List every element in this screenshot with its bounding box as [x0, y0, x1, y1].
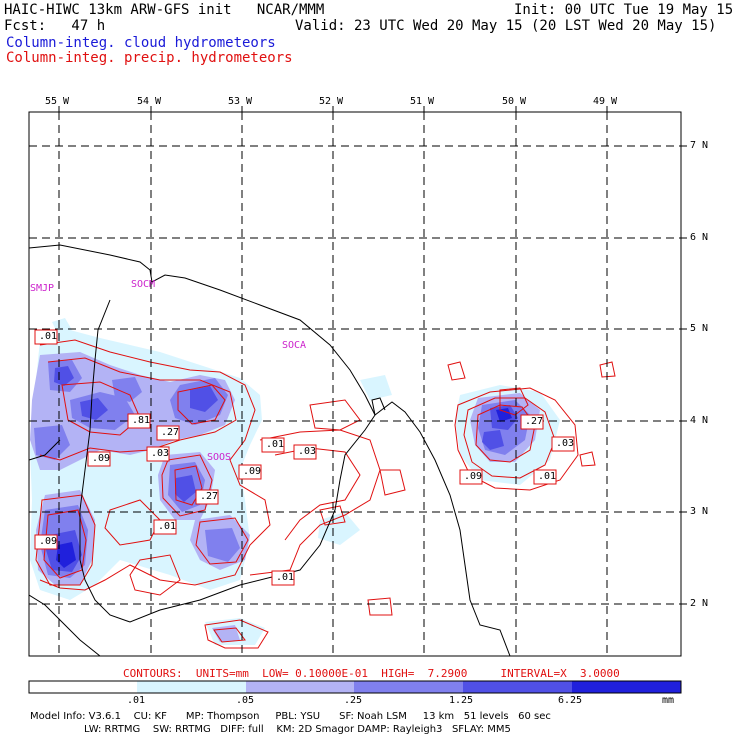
contour-value-label: .09: [464, 471, 483, 482]
lon-label: 51 W: [410, 96, 435, 107]
precip-contours: [35, 339, 616, 649]
contour-value-label: .01: [158, 521, 177, 532]
colorbar-unit: mm: [662, 695, 675, 706]
colorbar-tick: .01: [127, 695, 146, 706]
contour-value-label: .27: [161, 427, 180, 438]
forecast-hour: Fcst: 47 h: [4, 18, 106, 34]
coastline-borders: [29, 244, 511, 656]
colorbar-tick: .05: [236, 695, 255, 706]
map-ticks: [58, 106, 687, 605]
field-cloud-label: Column-integ. cloud hydrometeors: [6, 35, 276, 51]
colorbar-tick: .25: [344, 695, 363, 706]
model-info-line2: LW: RRTMG SW: RRTMG DIFF: full KM: 2D Sm…: [30, 724, 511, 735]
model-info-line1: Model Info: V3.6.1 CU: KF MP: Thompson P…: [30, 711, 551, 722]
lat-label: 3 N: [690, 506, 709, 517]
station-label: SOOS: [207, 452, 232, 463]
lat-label: 4 N: [690, 415, 709, 426]
lon-label: 53 W: [228, 96, 253, 107]
colorbar-tick: 1.25: [449, 695, 474, 706]
contour-value-label: .27: [525, 416, 544, 427]
lon-label: 52 W: [319, 96, 344, 107]
contour-value-label: .01: [266, 439, 285, 450]
contour-value-label: .81: [132, 415, 151, 426]
colorbar-tick: 6.25: [558, 695, 583, 706]
contour-value-label: .09: [92, 453, 111, 464]
lon-label: 50 W: [502, 96, 527, 107]
contour-value-label: .09: [243, 466, 262, 477]
lat-label: 7 N: [690, 140, 709, 151]
init-time: Init: 00 UTC Tue 19 May 15: [514, 2, 734, 18]
contour-value-label: .03: [556, 438, 575, 449]
station-label: SOCM: [131, 279, 156, 290]
contour-value-label: .03: [151, 448, 170, 459]
contour-value-label: .27: [200, 491, 219, 502]
contour-value-label: .01: [39, 331, 58, 342]
lat-label: 6 N: [690, 232, 709, 243]
contour-label-boxes: [34, 329, 575, 586]
contour-info: CONTOURS: UNITS=mm LOW= 0.10000E-01 HIGH…: [123, 667, 620, 680]
lon-label: 49 W: [593, 96, 618, 107]
contour-value-label: .01: [276, 572, 295, 583]
plot-title: HAIC-HIWC 13km ARW-GFS init NCAR/MMM: [4, 2, 325, 18]
lat-label: 5 N: [690, 323, 709, 334]
contour-value-label: .09: [39, 536, 58, 547]
valid-time: Valid: 23 UTC Wed 20 May 15 (20 LST Wed …: [295, 18, 717, 34]
station-label: SMJP: [30, 283, 55, 294]
lon-label: 55 W: [45, 96, 70, 107]
contour-value-label: .03: [298, 446, 317, 457]
lon-label: 54 W: [137, 96, 162, 107]
contour-value-label: .01: [538, 471, 557, 482]
lat-label: 2 N: [690, 598, 709, 609]
station-label: SOCA: [282, 340, 307, 351]
field-precip-label: Column-integ. precip. hydrometeors: [6, 50, 293, 66]
map-frame: [28, 111, 682, 657]
